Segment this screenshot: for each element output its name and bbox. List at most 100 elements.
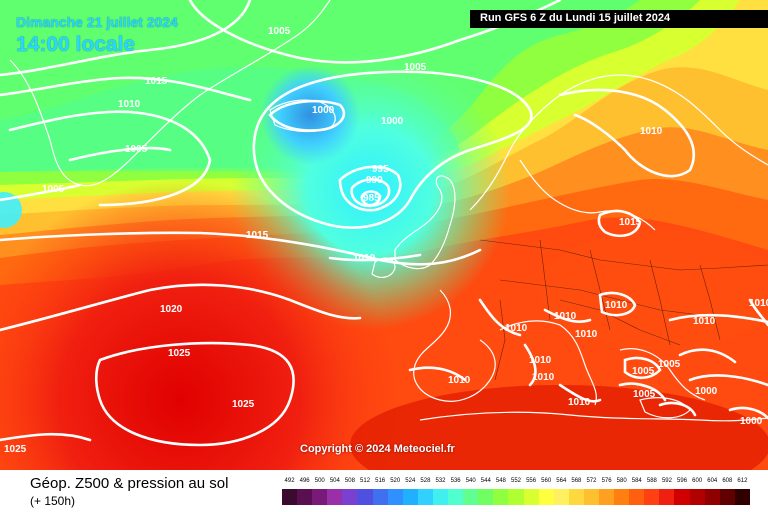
coast-balkans [619,348,706,401]
color-scale-cell [553,489,569,505]
isobar-1005-a [623,356,662,380]
isobar-1010-w [8,110,212,207]
color-scale-tick: 592 [661,478,672,484]
color-scale-tick: 580 [616,478,627,484]
color-scale-cell [372,489,388,505]
color-scale-tick: 600 [692,478,703,484]
color-scale-tick: 496 [299,478,310,484]
isobar-label: 990 [366,175,383,186]
coast-italy [499,320,597,406]
color-scale-tick: 532 [435,478,446,484]
color-scale-tick: 612 [737,478,748,484]
color-scale-tick: 536 [450,478,461,484]
color-scale-tick: 504 [329,478,340,484]
isobar-1005-w [68,146,172,162]
isobar-1010-f [748,298,768,327]
isobar-1005-b [618,382,667,402]
isobar-1010-scand [558,88,696,178]
color-scale-tick: 556 [526,478,537,484]
isobar-label: 1010 [640,126,663,137]
isobar-label: 1010 [554,311,577,322]
isobar-label: 1025 [4,444,27,455]
forecast-date: Dimanche 21 juillet 2024 [16,14,178,30]
isobar-1025-sw [0,432,92,442]
isobar-995 [338,165,402,212]
isobar-label: 1025 [232,399,255,410]
run-info: Run GFS 6 Z du Lundi 15 juillet 2024 [480,12,671,24]
isobar-label: 1005 [658,359,681,370]
color-scale-tick: 576 [601,478,612,484]
isobar-label: 1000 [695,386,718,397]
isobar-1020 [0,283,362,332]
color-scale-cell [734,489,750,505]
isobar-labels: 1005 1015 1010 1005 1000 1000 1005 1005 … [4,26,768,455]
copyright: Copyright © 2024 Meteociel.fr [300,443,455,455]
isobar-1005-north [0,0,252,77]
color-scale-cell [689,489,705,505]
isobar-label: 1005 [268,26,291,37]
color-scale-cell [357,489,373,505]
isobar-1005-c [678,348,737,364]
legend-panel: Géop. Z500 & pression au sol (+ 150h) 49… [0,470,768,512]
color-scale-cell [523,489,539,505]
color-scale-tick: 508 [344,478,355,484]
color-scale-cell [387,489,403,505]
color-scale-tick: 560 [541,478,552,484]
isobar-1015-e [597,209,642,238]
color-scale-cell [432,489,449,505]
color-scale-tick: 608 [722,478,733,484]
color-scale-cell [508,489,524,505]
weather-map: 1005 1015 1010 1005 1000 1000 1005 1005 … [0,0,768,470]
isobar-label: 1010 [505,323,528,334]
color-scale-tick: 540 [465,478,476,484]
color-scale-cell [478,489,494,505]
color-scale-tick: 516 [375,478,386,484]
forecast-time: 14:00 locale [16,33,136,56]
coast-greenland [9,0,331,187]
color-scale-cell [719,489,735,505]
color-scale-cell [629,489,645,505]
coast-iceland [269,99,336,133]
color-scale-cell [659,489,675,505]
color-scale-tick: 528 [420,478,431,484]
coast-iberia [413,289,496,402]
isobar-label: 1005 [42,184,65,195]
color-scale-cell [312,489,328,505]
color-scale-cell [644,489,660,505]
color-scale-tick: 520 [390,478,401,484]
color-scale-cell [538,489,554,505]
isobar-label: 1025 [168,348,191,359]
color-scale-tick: 568 [571,478,582,484]
isobar-label: 995 [372,164,389,175]
legend-title: Géop. Z500 & pression au sol [30,475,229,492]
isobar-label: 1010 [568,397,591,408]
color-scale-cell [448,489,464,505]
isobar-1010-e [668,313,768,324]
pressure-geopotential-map: 1005 1015 1010 1005 1000 1000 1005 1005 … [0,0,768,470]
isobar-label: 1010 [605,300,628,311]
heat-central-europe [540,230,768,350]
isobar-1000-iceland [268,99,346,132]
color-scale-cell [493,489,509,505]
isobar-1000-e [688,374,768,387]
color-scale-cell [704,489,720,505]
isobar-1025 [94,341,295,447]
isobar-label: 1005 [633,389,656,400]
color-scale-cell [568,489,584,505]
color-scale-cell [327,489,343,505]
isobar-1010-g [523,343,537,387]
isobar-1000-large [252,70,533,229]
isobar-985 [360,190,382,207]
isobar-1010-d [598,291,637,317]
isobar-990 [350,178,391,208]
color-scale-tick: 604 [707,478,718,484]
color-scale-tick: 524 [405,478,416,484]
isobar-label: 1010 [118,99,141,110]
isobar-label: 1000 [740,416,763,427]
isobar-label: 1010 [448,375,471,386]
heat-mediterranean [350,385,768,470]
color-scale-cell [598,489,615,505]
coast-scandinavia [469,74,768,211]
color-scale-cell [417,489,433,505]
